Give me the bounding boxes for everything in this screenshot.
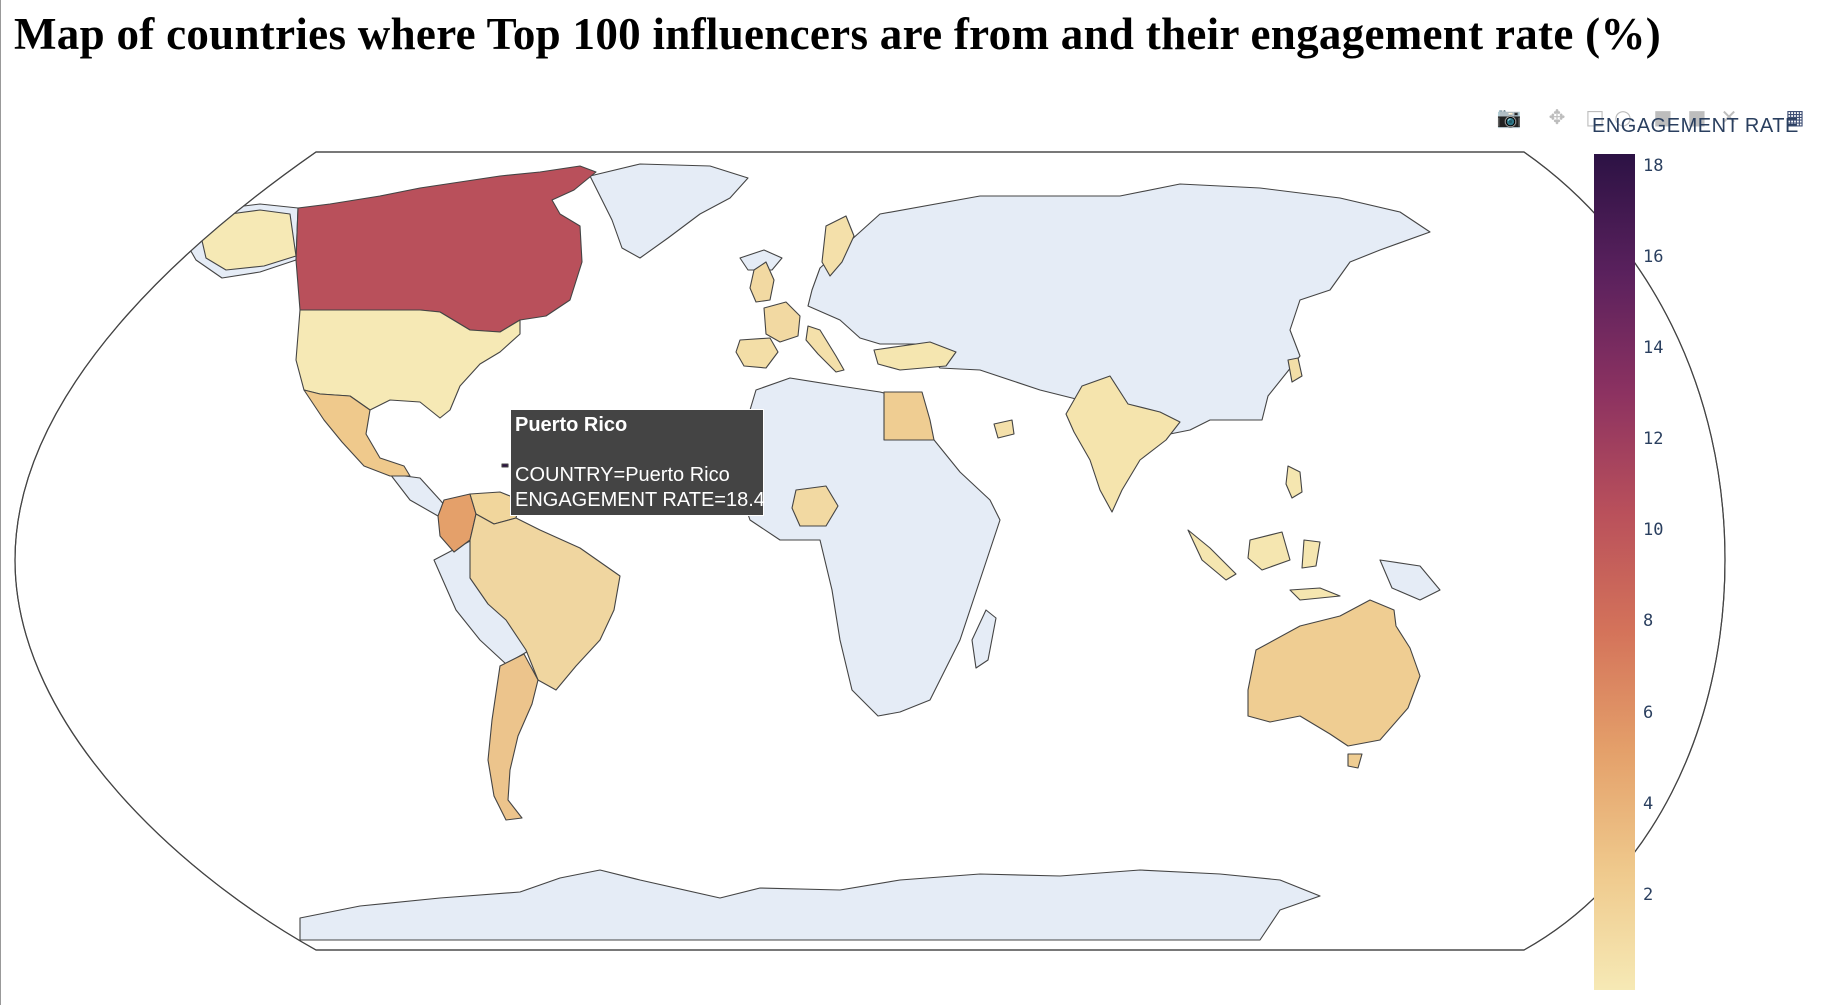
country-united-states-alaska[interactable]	[199, 209, 297, 271]
antarctica[interactable]	[299, 869, 1321, 941]
country-mexico[interactable]	[303, 389, 411, 477]
country-turkey[interactable]	[873, 341, 957, 371]
country-spain[interactable]	[735, 337, 779, 369]
eurasia[interactable]	[807, 183, 1431, 437]
tooltip-country-line: COUNTRY=Puerto Rico	[515, 464, 730, 486]
colorbar-tick-16: 16	[1643, 247, 1664, 267]
country-indonesia[interactable]	[1187, 529, 1341, 601]
colorbar-tick-4: 4	[1643, 794, 1654, 814]
reset-icon[interactable]: ✕	[1720, 105, 1738, 129]
country-sweden[interactable]	[821, 215, 855, 277]
camera-icon[interactable]: 📷	[1496, 105, 1522, 129]
colorbar-tick-18: 18	[1643, 156, 1664, 176]
colorbar-title: ENGAGEMENT RATE	[1592, 115, 1799, 137]
country-italy[interactable]	[805, 325, 845, 373]
zoom-in-icon[interactable]: ■	[1653, 105, 1673, 129]
greenland[interactable]	[589, 163, 749, 259]
colorbar-tick-8: 8	[1643, 611, 1654, 631]
hover-tooltip: Puerto Rico COUNTRY=Puerto Rico ENGAGEME…	[510, 409, 765, 516]
box-select-icon[interactable]: □	[1585, 105, 1605, 129]
zoom-out-icon[interactable]: ■	[1687, 105, 1707, 129]
country-australia-tasmania[interactable]	[1347, 753, 1363, 769]
tooltip-country-name: Puerto Rico	[515, 414, 628, 436]
country-philippines[interactable]	[1285, 465, 1303, 499]
country-australia[interactable]	[1247, 599, 1421, 747]
colorbar-tick-10: 10	[1643, 520, 1664, 540]
colorbar-tick-6: 6	[1643, 703, 1654, 723]
globe-border	[14, 151, 1726, 951]
lasso-icon[interactable]: ○	[1614, 105, 1632, 129]
country-nigeria[interactable]	[791, 485, 839, 527]
country-brazil[interactable]	[469, 513, 621, 691]
country-south-korea[interactable]	[1287, 357, 1303, 383]
country-puerto-rico[interactable]	[501, 463, 509, 468]
tooltip-rate-line: ENGAGEMENT RATE=18.4	[515, 489, 765, 511]
country-argentina[interactable]	[487, 653, 539, 821]
iceland	[739, 249, 783, 271]
country-egypt[interactable]	[883, 391, 935, 441]
country-uae[interactable]	[993, 419, 1015, 439]
chart-title: Map of countries where Top 100 influence…	[14, 9, 1662, 59]
country-france[interactable]	[763, 301, 801, 343]
country-united-kingdom[interactable]	[749, 261, 775, 303]
plotly-logo-icon[interactable]: ▦	[1785, 105, 1805, 129]
colorbar	[1594, 154, 1635, 990]
new-guinea	[1379, 559, 1441, 601]
madagascar	[971, 609, 997, 669]
pan-icon[interactable]: ✥	[1548, 105, 1566, 129]
country-india[interactable]	[1065, 375, 1181, 513]
colorbar-tick-12: 12	[1643, 429, 1664, 449]
colorbar-tick-2: 2	[1643, 885, 1654, 905]
colorbar-tick-14: 14	[1643, 338, 1664, 358]
